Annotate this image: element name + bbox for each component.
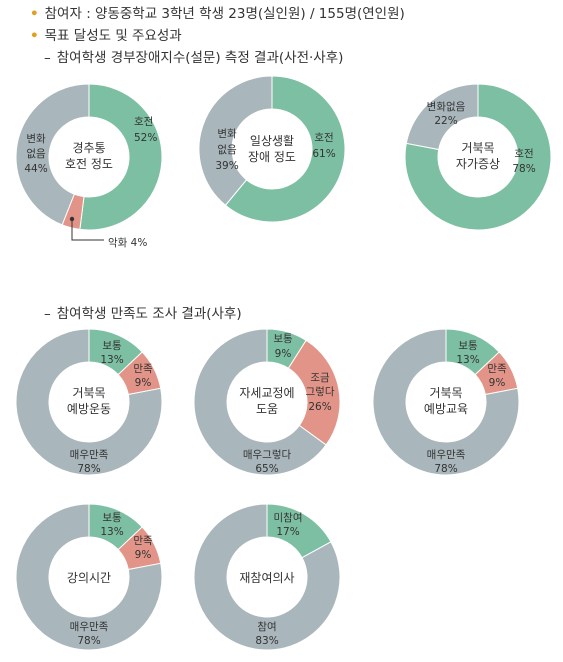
center-label-2: 일상생활 xyxy=(250,134,294,148)
results-title: 목표 달성도 및 주요성과 xyxy=(44,28,182,44)
slice-label-2-1: 61% xyxy=(312,148,335,160)
slice-label-6-1: 13% xyxy=(456,354,479,366)
section1-title-line: – 참여학생 경부장애지수(설문) 측정 결과(사전·사후) xyxy=(44,46,343,66)
center-label-1: 호전 정도 xyxy=(65,157,113,171)
slice-label-8-2: 참여 xyxy=(257,621,276,633)
participants-text: 참여자 : 양동중학교 3학년 학생 23명(실인원) / 155명(연인원) xyxy=(44,6,405,22)
center-label-4: 거북목 xyxy=(72,386,105,400)
slice-label-5-3: 매우그렇다 xyxy=(243,448,292,461)
slice-label-5-1: 보통 xyxy=(273,333,293,345)
center-label-6: 거북목 xyxy=(429,386,462,400)
slice-label-4-3: 78% xyxy=(77,463,100,475)
slice-label-7-1: 보통 xyxy=(102,512,122,524)
slice-label-1-1: 호전 xyxy=(134,116,153,128)
slice-8-2 xyxy=(193,503,341,651)
slice-label-5-1: 9% xyxy=(275,348,292,360)
slice-label-7-3: 매우만족 xyxy=(70,621,109,633)
slice-label-4-1: 보통 xyxy=(102,340,122,352)
center-label-2: 장애 정도 xyxy=(248,150,296,164)
slice-label-6-2: 만족 xyxy=(487,363,507,375)
bullet-icon: • xyxy=(30,6,39,22)
slice-label-5-2: 26% xyxy=(308,401,331,413)
bullet-icon: • xyxy=(30,28,39,44)
center-label-6: 예방교육 xyxy=(424,402,468,416)
section2-title-line: – 참여학생 만족도 조사 결과(사후) xyxy=(44,302,242,322)
slice-label-6-3: 78% xyxy=(434,463,457,475)
slice-label-7-2: 9% xyxy=(135,549,152,561)
slice-label-4-3: 매우만족 xyxy=(70,449,109,461)
slice-label-1-2: 악화 4% xyxy=(108,237,147,249)
slice-3-1 xyxy=(404,83,552,231)
slice-1-3 xyxy=(15,83,90,226)
section2-title: 참여학생 만족도 조사 결과(사후) xyxy=(56,306,242,322)
center-label-3: 자가증상 xyxy=(456,157,500,171)
slice-label-4-2: 9% xyxy=(135,377,152,389)
slice-4-3 xyxy=(15,328,163,476)
section1-title: 참여학생 경부장애지수(설문) 측정 결과(사전·사후) xyxy=(56,50,344,66)
slice-label-1-3: 변화 xyxy=(26,133,46,145)
dash-icon: – xyxy=(44,50,51,66)
center-label-3: 거북목 xyxy=(461,141,494,155)
center-label-1: 경추통 xyxy=(72,141,105,155)
slice-label-5-3: 65% xyxy=(255,463,278,475)
slice-7-3 xyxy=(15,503,163,651)
donut-chart-7: 보통 13% 만족 9% 매우만족 78% 강의시간 xyxy=(15,503,163,651)
slice-6-3 xyxy=(372,328,520,476)
slice-2-2 xyxy=(198,75,273,206)
slice-label-6-1: 보통 xyxy=(458,340,478,352)
slice-label-8-1: 17% xyxy=(276,526,299,538)
slice-label-2-2: 변화 xyxy=(217,128,237,140)
slice-label-6-2: 9% xyxy=(489,377,506,389)
slice-label-7-1: 13% xyxy=(100,526,123,538)
slice-label-4-2: 만족 xyxy=(133,363,153,375)
slice-label-2-1: 호전 xyxy=(314,132,333,144)
center-label-8: 재참여의사 xyxy=(239,571,294,585)
leader-dot xyxy=(69,216,75,222)
slice-label-2-2: 없음 xyxy=(217,143,237,156)
center-label-5: 도움 xyxy=(256,402,278,416)
participants-line: • 참여자 : 양동중학교 3학년 학생 23명(실인원) / 155명(연인원) xyxy=(30,2,405,22)
results-title-line: • 목표 달성도 및 주요성과 xyxy=(30,24,182,44)
slice-label-6-3: 매우만족 xyxy=(427,449,466,461)
dash-icon: – xyxy=(44,306,51,322)
slice-label-5-2: 조금 xyxy=(310,372,330,384)
slice-label-3-2: 변화없음 xyxy=(427,100,466,113)
slice-label-8-1: 미참여 xyxy=(274,512,303,524)
slice-label-1-3: 없음 xyxy=(26,147,46,160)
center-label-4: 예방운동 xyxy=(67,402,111,416)
slice-label-3-1: 78% xyxy=(512,163,535,175)
slice-label-5-2: 그렇다 xyxy=(306,385,335,398)
slice-5-3 xyxy=(193,328,327,476)
slice-label-8-2: 83% xyxy=(255,635,278,647)
slice-label-7-2: 만족 xyxy=(133,535,153,547)
slice-label-3-1: 호전 xyxy=(514,148,533,160)
slice-2-1 xyxy=(224,75,346,223)
slice-label-2-2: 39% xyxy=(215,160,238,172)
slice-label-4-1: 13% xyxy=(100,354,123,366)
donut-chart-8: 미참여 17% 참여 83% 재참여의사 xyxy=(193,503,341,651)
leader-line xyxy=(71,219,104,241)
slice-label-1-3: 44% xyxy=(24,163,47,175)
slice-label-1-1: 52% xyxy=(134,132,157,144)
slice-3-2 xyxy=(405,83,479,151)
slice-label-7-3: 78% xyxy=(77,635,100,647)
slice-label-3-2: 22% xyxy=(434,115,457,127)
center-label-5: 자세교정에 xyxy=(239,386,294,400)
center-label-7: 강의시간 xyxy=(67,571,111,585)
slice-1-1 xyxy=(79,83,163,231)
